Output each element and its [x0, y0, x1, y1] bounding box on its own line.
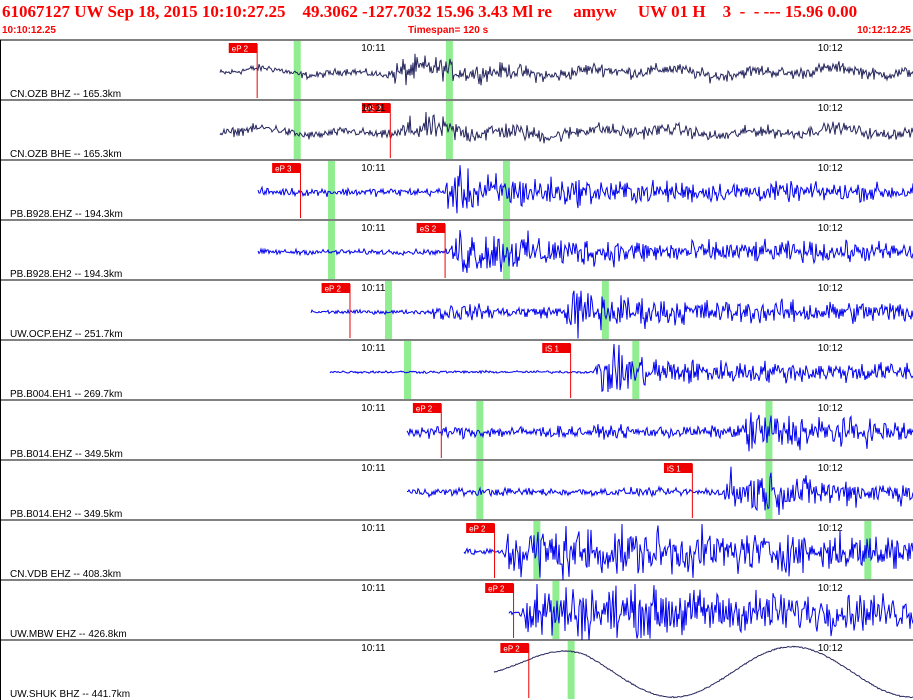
time-tick-label: 10:12	[818, 643, 843, 654]
phase-marker	[293, 41, 301, 99]
waveform-trace	[219, 53, 913, 86]
time-tick-label: 10:11	[361, 43, 386, 54]
time-tick-label: 10:11	[361, 403, 386, 414]
phase-marker	[385, 281, 393, 339]
phase-marker	[445, 41, 453, 99]
pick-flag	[272, 163, 301, 173]
pick-flag	[321, 283, 350, 293]
waveform-trace	[257, 229, 913, 273]
pick-label: eP 2	[488, 585, 505, 594]
phase-marker	[567, 641, 575, 699]
time-tick-label: 10:11	[361, 583, 386, 594]
phase-marker	[327, 161, 335, 219]
time-tick-label: 10:12	[818, 463, 843, 474]
pick-flag	[416, 223, 446, 233]
time-tick-label: 10:11	[361, 223, 386, 234]
end-time: 10:12:12.25	[857, 25, 911, 36]
waveform-trace	[257, 165, 913, 214]
time-tick-label: 10:12	[818, 43, 843, 54]
time-tick-label: 10:11	[361, 283, 386, 294]
phase-marker	[765, 401, 773, 459]
time-tick-label: 10:11	[361, 523, 386, 534]
pick-flag	[412, 403, 442, 413]
station-label: PB.B004.EH1 -- 269.7km	[10, 389, 122, 400]
pick-flag	[228, 43, 258, 53]
waveform-trace	[406, 412, 913, 452]
phase-marker	[404, 341, 412, 399]
station-label: PB.B928.EH2 -- 194.3km	[10, 269, 122, 280]
station-label: PB.B928.EHZ -- 194.3km	[10, 209, 123, 220]
pick-label: eP 3	[275, 165, 292, 174]
phase-marker	[765, 461, 773, 519]
phase-marker	[445, 101, 453, 159]
station-label: UW.OCP.EHZ -- 251.7km	[10, 329, 123, 340]
pick-label: eP 2	[503, 645, 520, 654]
station-label: UW.MBW EHZ -- 426.8km	[10, 629, 127, 640]
waveform-trace	[310, 290, 913, 339]
phase-marker	[293, 101, 301, 159]
pick-flag	[361, 103, 391, 113]
time-tick-label: 10:12	[818, 103, 843, 114]
pick-flag	[466, 523, 495, 533]
time-tick-label: 10:12	[818, 163, 843, 174]
time-tick-label: 10:12	[818, 223, 843, 234]
time-tick-label: 10:12	[818, 403, 843, 414]
pick-label: iS 1	[545, 345, 559, 354]
pick-label: eP 2	[469, 525, 486, 534]
time-tick-label: 10:11	[361, 643, 386, 654]
timespan-label: Timespan= 120 s	[408, 25, 489, 36]
pick-label: iS 1	[667, 465, 681, 474]
station-label: CN.OZB BHE -- 165.3km	[10, 149, 122, 160]
time-tick-label: 10:12	[818, 523, 843, 534]
station-label: CN.VDB EHZ -- 408.3km	[10, 569, 121, 580]
pick-label: eP 2	[416, 405, 433, 414]
time-tick-label: 10:11	[361, 163, 386, 174]
pick-label: eP 2	[325, 285, 342, 294]
pick-flag	[500, 643, 529, 653]
waveform-trace	[219, 111, 913, 144]
time-tick-label: 10:11	[361, 343, 386, 354]
time-tick-label: 10:11	[361, 463, 386, 474]
pick-label: eP 2	[232, 45, 249, 54]
station-label: UW.SHUK BHZ -- 441.7km	[10, 689, 130, 700]
waveform-trace	[406, 466, 913, 516]
waveform-trace	[493, 645, 913, 699]
station-label: PB.B014.EH2 -- 349.5km	[10, 509, 122, 520]
pick-flag	[485, 583, 514, 593]
pick-flag	[663, 463, 693, 473]
station-label: PB.B014.EHZ -- 349.5km	[10, 449, 123, 460]
time-tick-label: 10:11	[361, 103, 386, 114]
waveform-trace	[329, 343, 913, 393]
waveform-trace	[463, 523, 913, 581]
pick-label: eS 2	[365, 105, 382, 114]
time-tick-label: 10:12	[818, 343, 843, 354]
time-tick-label: 10:12	[818, 583, 843, 594]
pick-label: eS 2	[420, 225, 437, 234]
phase-marker	[601, 281, 609, 339]
pick-flag	[542, 343, 571, 353]
station-label: CN.OZB BHZ -- 165.3km	[10, 89, 121, 100]
waveform-trace	[508, 583, 913, 641]
start-time: 10:10:12.25	[2, 25, 56, 36]
event-header: 61067127 UW Sep 18, 2015 10:10:27.25 49.…	[2, 2, 858, 21]
phase-marker	[476, 401, 484, 459]
phase-marker	[327, 221, 335, 279]
time-tick-label: 10:12	[818, 283, 843, 294]
phase-marker	[552, 581, 560, 639]
phase-marker	[632, 341, 640, 399]
